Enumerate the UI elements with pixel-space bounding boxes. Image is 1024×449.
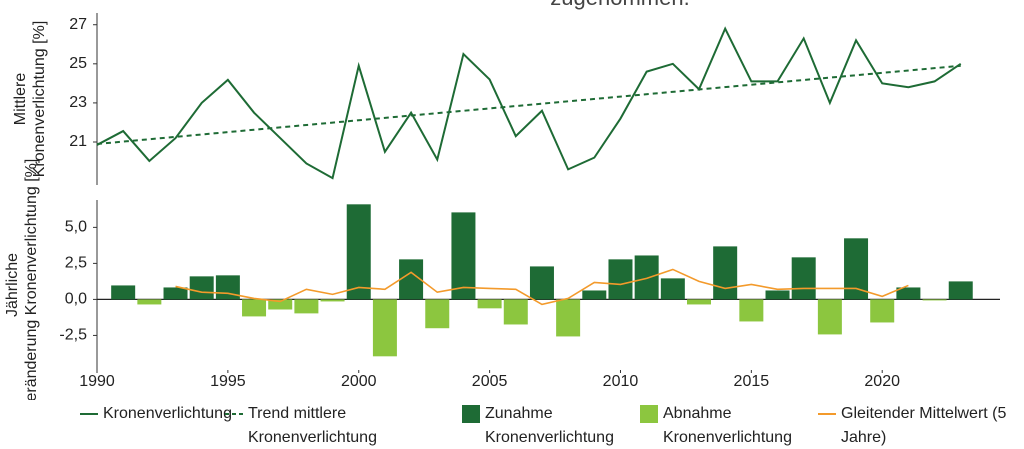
legend-item: Zunahme Kronenverlichtung (462, 402, 637, 449)
y-tick-label: -2,5 (59, 327, 87, 344)
y-tick-label: 21 (69, 133, 87, 150)
legend-swatch (640, 405, 658, 423)
bar (765, 290, 790, 300)
y-tick-label: 5,0 (65, 219, 87, 236)
bar (582, 290, 607, 300)
legend-label: Gleitender Mittelwert (5 Jahre) (841, 405, 1007, 446)
x-tick-label: 2000 (341, 373, 377, 390)
bar (922, 299, 947, 301)
legend-label: Trend mittlere Kronenverlichtung (248, 405, 377, 446)
legend-icon (80, 413, 98, 415)
y-tick-label: 2,5 (65, 255, 87, 272)
bar (896, 287, 921, 300)
bar (189, 276, 214, 300)
bar (451, 212, 476, 300)
x-tick-label: 2015 (734, 373, 770, 390)
x-tick-label: 2005 (472, 373, 508, 390)
legend-label: Zunahme Kronenverlichtung (485, 405, 614, 446)
y-tick-label: 0,0 (65, 291, 87, 308)
y-axis-label-line: Veränderung Kronenverlichtung [%] (23, 159, 40, 400)
x-tick-label: 1995 (210, 373, 246, 390)
y-tick-label: 27 (69, 16, 87, 33)
legend-label: Kronenverlichtung (103, 405, 232, 422)
bar (817, 299, 842, 335)
bar (346, 204, 371, 300)
bar (242, 299, 267, 317)
bar (111, 285, 136, 300)
bar (477, 299, 502, 309)
bar (608, 259, 633, 300)
bar (503, 299, 528, 325)
x-tick-label: 2020 (864, 373, 900, 390)
y-axis-label: Mittlere Kronenverlichtung [%] (12, 21, 48, 178)
bar (634, 255, 659, 300)
legend-swatch (462, 405, 480, 423)
legend-item: Kronenverlichtung (80, 402, 250, 426)
line (96, 26, 962, 180)
legend-label: Abnahme Kronenverlichtung (663, 405, 792, 446)
line (175, 268, 909, 306)
bar (687, 299, 711, 305)
bar (320, 299, 345, 302)
legend-item: Trend mittlere Kronenverlichtung (225, 402, 425, 449)
y-axis-label-line: Kronenverlichtung [%] (31, 21, 48, 178)
bar (163, 287, 188, 300)
y-axis-label-line: Jährliche (4, 253, 21, 317)
y-axis-label-line: Mittlere (12, 73, 29, 126)
y-tick-label: 25 (69, 55, 87, 72)
y-tick-label: 23 (69, 94, 87, 111)
line (96, 64, 961, 145)
bar (372, 299, 397, 357)
bar (556, 299, 581, 337)
bar (870, 299, 895, 323)
bar (739, 299, 764, 322)
legend-icon (640, 405, 658, 423)
legend-icon (225, 413, 243, 415)
legend-icon (818, 413, 836, 415)
legend-item: Abnahme Kronenverlichtung (640, 402, 815, 449)
x-tick-label: 2010 (603, 373, 639, 390)
bar (948, 281, 973, 300)
bar (791, 257, 816, 300)
bar (425, 299, 450, 329)
y-axis-label: Jährliche Veränderung Kronenverlichtung [… (4, 159, 40, 400)
bar (268, 299, 293, 310)
legend-item: Gleitender Mittelwert (5 Jahre) (818, 402, 1018, 449)
bar (137, 299, 162, 305)
bar (529, 266, 554, 300)
bar (294, 299, 319, 314)
x-tick-label: 1990 (79, 373, 115, 390)
bar (713, 246, 738, 300)
legend-icon (462, 405, 480, 423)
chart-title: zugenommen. (550, 0, 689, 10)
legend: Kronenverlichtung Trend mittlere Kronenve… (0, 400, 1024, 449)
bar (215, 275, 240, 300)
bar (660, 278, 685, 300)
